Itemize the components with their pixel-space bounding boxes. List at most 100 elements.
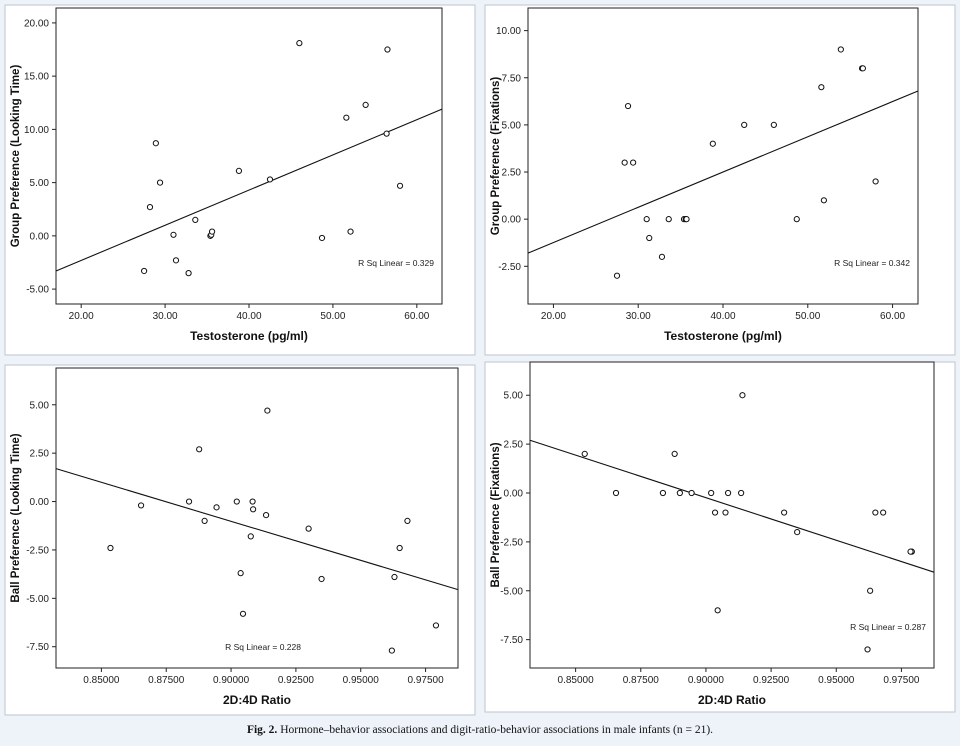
data-point <box>671 450 678 457</box>
data-point <box>739 392 746 399</box>
plot-area <box>529 361 935 669</box>
x-tick-label: 60.00 <box>880 311 905 322</box>
x-tick-label: 0.87500 <box>623 675 660 686</box>
x-tick-label: 50.00 <box>795 311 820 322</box>
data-point <box>724 489 732 497</box>
x-tick-label: 0.95000 <box>818 675 855 686</box>
data-point <box>213 504 220 511</box>
y-tick-label: 2.50 <box>502 168 522 179</box>
y-tick-label: -7.50 <box>500 635 523 646</box>
data-point <box>859 65 866 72</box>
data-point <box>709 140 716 147</box>
data-point <box>665 216 672 223</box>
x-axis-label: 2D:4D Ratio <box>223 693 291 707</box>
y-tick-label: 10.00 <box>24 125 49 136</box>
y-tick-label: -5.00 <box>26 285 49 296</box>
data-point <box>362 101 369 108</box>
data-point <box>237 570 244 577</box>
x-tick-label: 0.87500 <box>148 675 185 686</box>
data-point <box>864 646 871 653</box>
panel-ball-looking-time: 0.85000 0.87500 0.90000 0.92500 0.95000 0.975… <box>0 360 480 720</box>
x-axis-label: Testosterone (pg/ml) <box>664 329 782 343</box>
data-point <box>318 575 325 583</box>
y-tick-label: 0.00 <box>504 489 524 500</box>
data-point <box>196 446 203 453</box>
data-point <box>208 228 216 235</box>
data-point <box>250 506 257 513</box>
x-tick-label: 50.00 <box>320 311 345 322</box>
y-tick-label: 5.00 <box>30 178 50 189</box>
x-axis-label: 2D:4D Ratio <box>698 693 766 707</box>
r-squared-label: R Sq Linear = 0.329 <box>358 258 434 268</box>
data-point <box>621 159 628 166</box>
x-tick-label: 40.00 <box>236 311 261 322</box>
data-point <box>722 509 729 516</box>
y-tick-label: 2.50 <box>30 449 50 460</box>
panel-group-fixations: 20.00 30.00 40.00 50.00 60.00 -2.50 0.00 2.50 5.… <box>480 0 960 360</box>
data-point <box>643 216 650 223</box>
data-point <box>658 253 666 260</box>
y-tick-label: 5.00 <box>502 120 522 131</box>
scatter-chart-ball-looking-time: 0.85000 0.87500 0.90000 0.92500 0.95000 0.975… <box>4 364 476 716</box>
plot-area <box>55 7 443 305</box>
data-point <box>172 257 180 264</box>
x-tick-label: 0.92500 <box>278 675 315 686</box>
data-point <box>141 267 148 275</box>
scatter-chart-group-fixations: 20.00 30.00 40.00 50.00 60.00 -2.50 0.00 2.50 5.… <box>484 4 956 356</box>
x-tick-label: 0.85000 <box>558 675 595 686</box>
plot-area <box>527 7 919 305</box>
data-point <box>383 130 390 137</box>
fit-line <box>55 468 459 591</box>
fit-line <box>527 90 919 254</box>
y-tick-label: -2.50 <box>26 545 49 556</box>
data-point <box>146 204 154 211</box>
data-point <box>738 489 745 497</box>
data-point <box>837 46 844 53</box>
data-point <box>432 622 440 629</box>
data-point <box>676 489 683 497</box>
y-tick-label: 10.00 <box>496 26 521 37</box>
caption-label: Fig. 2. <box>246 724 278 736</box>
y-tick-label: 2.50 <box>504 440 524 451</box>
y-tick-label: -2.50 <box>498 262 521 273</box>
data-point <box>404 517 411 525</box>
data-point <box>239 610 247 617</box>
data-point <box>396 544 403 552</box>
data-point <box>233 498 240 505</box>
x-tick-label: 30.00 <box>626 311 651 322</box>
y-tick-label: -7.50 <box>26 642 49 653</box>
data-point <box>247 533 254 540</box>
y-tick-label: 15.00 <box>24 72 49 83</box>
data-point <box>185 270 192 277</box>
data-point <box>192 216 199 223</box>
data-point <box>170 231 177 238</box>
r-squared-label: R Sq Linear = 0.342 <box>834 258 910 268</box>
fit-line <box>55 108 443 272</box>
y-tick-label: 20.00 <box>24 18 49 29</box>
panel-group-looking-time: 20.00 30.00 40.00 50.00 60.00 -5.00 0.00 5.00 10… <box>0 0 480 360</box>
x-tick-label: 0.97500 <box>408 675 445 686</box>
data-point <box>318 234 326 242</box>
y-tick-label: 0.00 <box>30 231 50 242</box>
data-point <box>185 498 193 505</box>
x-tick-label: 0.90000 <box>213 675 250 686</box>
y-axis-label: Group Preference (Looking Time) <box>10 65 22 248</box>
y-tick-label: 0.00 <box>502 215 522 226</box>
scatter-chart-group-looking-time: 20.00 30.00 40.00 50.00 60.00 -5.00 0.00 5.00 10… <box>4 4 476 356</box>
data-point <box>624 102 632 110</box>
data-point <box>872 509 879 516</box>
data-point <box>880 509 887 516</box>
caption-text: Hormone–behavior associations and digit-… <box>280 724 714 736</box>
data-point <box>266 176 274 183</box>
x-tick-label: 0.97500 <box>883 675 920 686</box>
data-point <box>249 498 256 505</box>
data-point <box>714 607 721 614</box>
x-tick-label: 20.00 <box>69 311 94 322</box>
x-tick-label: 30.00 <box>153 311 178 322</box>
data-point <box>613 272 621 279</box>
figure-caption: Fig. 2. Hormone–behavior associations an… <box>0 724 960 736</box>
data-point <box>646 234 653 242</box>
data-point <box>711 509 719 516</box>
x-tick-label: 0.85000 <box>83 675 120 686</box>
